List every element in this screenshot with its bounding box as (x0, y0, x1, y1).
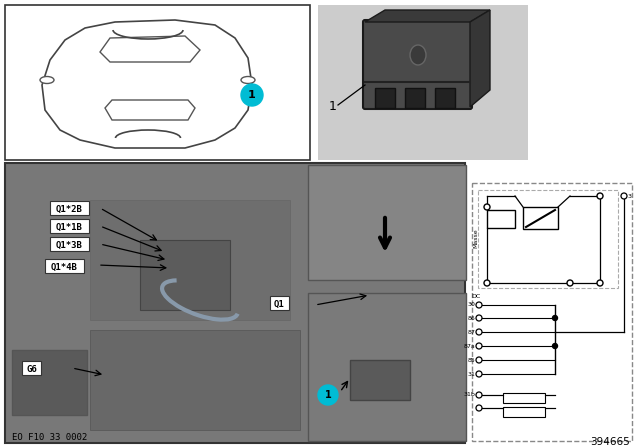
Bar (308, 293, 466, 441)
Bar (487, 210, 515, 228)
Text: 31b: 31b (463, 392, 475, 397)
Bar (12, 350, 87, 415)
Bar (50, 201, 88, 215)
Polygon shape (100, 36, 200, 62)
Polygon shape (42, 20, 252, 148)
Text: Q1*4B: Q1*4B (51, 263, 77, 271)
Text: Q1: Q1 (274, 300, 285, 309)
Text: 31: 31 (467, 371, 475, 376)
Text: 394665: 394665 (590, 437, 630, 447)
Circle shape (476, 315, 482, 321)
Circle shape (476, 302, 482, 308)
Circle shape (476, 371, 482, 377)
Bar (22, 361, 41, 375)
Bar (405, 88, 425, 108)
Ellipse shape (40, 77, 54, 83)
Bar (478, 190, 618, 288)
Circle shape (476, 343, 482, 349)
Circle shape (318, 385, 338, 405)
Bar (523, 207, 558, 229)
Bar (503, 393, 545, 403)
Text: 87a: 87a (463, 344, 475, 349)
Bar (350, 360, 410, 400)
Bar (503, 407, 545, 417)
Circle shape (552, 344, 557, 349)
Circle shape (476, 392, 482, 398)
Text: 3: 3 (628, 194, 632, 198)
Bar (90, 200, 290, 320)
Circle shape (621, 193, 627, 199)
Polygon shape (470, 10, 490, 107)
Ellipse shape (241, 77, 255, 83)
Circle shape (597, 193, 603, 199)
Text: 1: 1 (329, 100, 337, 113)
Circle shape (476, 357, 482, 363)
Circle shape (567, 280, 573, 286)
Circle shape (476, 329, 482, 335)
Text: 30: 30 (467, 302, 475, 307)
Bar (308, 165, 466, 280)
Bar (90, 330, 300, 430)
Circle shape (484, 204, 490, 210)
Text: 85: 85 (467, 358, 475, 362)
Circle shape (241, 84, 263, 106)
Text: Q1*2B: Q1*2B (56, 204, 83, 214)
Bar (50, 219, 88, 233)
Text: 1: 1 (248, 90, 256, 100)
Bar (435, 88, 455, 108)
Circle shape (484, 280, 490, 286)
Bar (5, 163, 465, 443)
Circle shape (552, 315, 557, 320)
Text: Q1*1B: Q1*1B (56, 223, 83, 232)
Bar (140, 240, 230, 310)
Bar (318, 5, 528, 160)
Bar (45, 259, 83, 273)
Text: Masse: Masse (474, 228, 479, 248)
Text: G6: G6 (26, 365, 37, 374)
Bar (50, 237, 88, 251)
Text: Q1*3B: Q1*3B (56, 241, 83, 250)
Text: 1: 1 (324, 390, 332, 400)
Text: EO F10 33 0002: EO F10 33 0002 (12, 434, 87, 443)
FancyBboxPatch shape (363, 20, 472, 109)
Circle shape (597, 280, 603, 286)
Text: 86: 86 (467, 315, 475, 320)
Ellipse shape (410, 45, 426, 65)
Bar (375, 88, 395, 108)
Bar (5, 5, 310, 160)
Text: DC: DC (472, 293, 481, 298)
Circle shape (476, 405, 482, 411)
Text: 87: 87 (467, 329, 475, 335)
Bar (472, 183, 632, 441)
Polygon shape (105, 100, 195, 120)
Polygon shape (365, 10, 490, 22)
Bar (270, 296, 289, 310)
